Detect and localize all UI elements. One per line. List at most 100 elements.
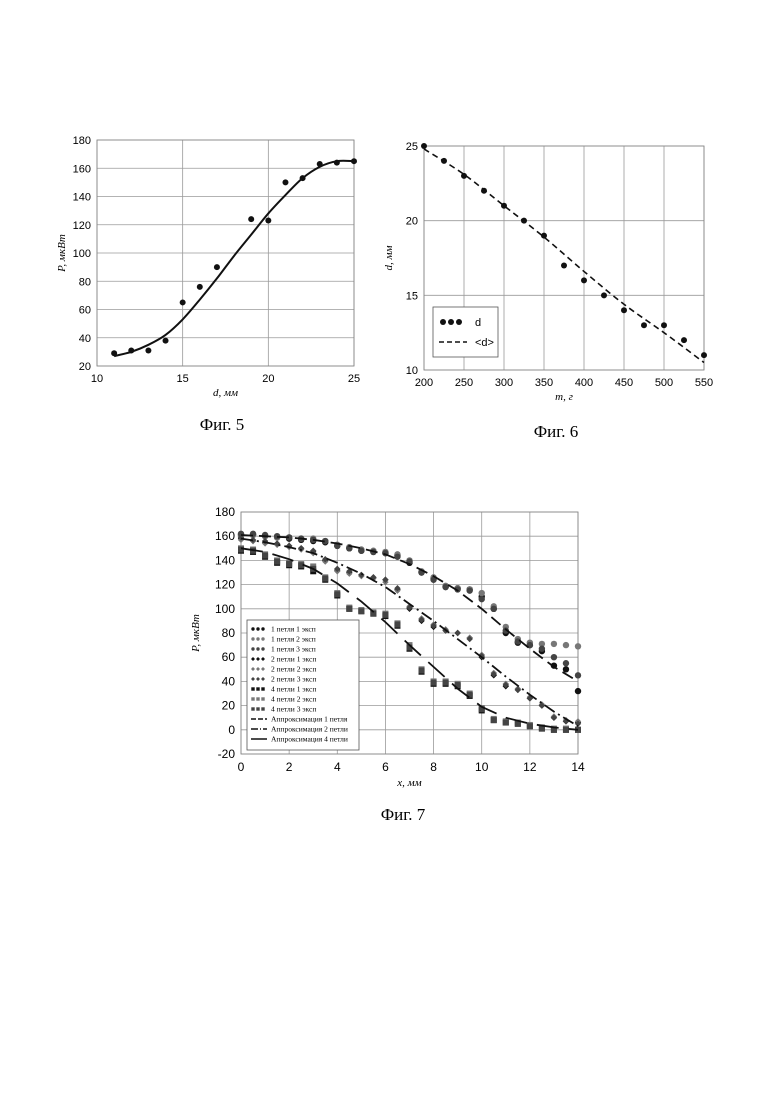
chart-fig7: 02468101214-20020406080100120140160180x,… <box>190 505 585 824</box>
data-point <box>382 612 388 618</box>
x-tick-label: 12 <box>523 760 537 774</box>
data-point <box>551 641 557 647</box>
y-tick-label: 20 <box>79 361 91 373</box>
x-tick-label: 25 <box>348 373 360 385</box>
x-tick-label: 350 <box>535 377 553 389</box>
legend-marker <box>256 687 259 690</box>
y-tick-label: 60 <box>79 305 91 317</box>
x-axis-label: d, мм <box>213 387 238 399</box>
x-tick-label: 8 <box>430 760 437 774</box>
y-tick-label: 80 <box>222 626 236 640</box>
x-tick-label: 0 <box>238 760 245 774</box>
legend-marker <box>261 647 264 650</box>
data-point <box>575 643 581 649</box>
y-tick-label: 100 <box>73 248 91 260</box>
legend-marker <box>251 697 254 700</box>
x-tick-label: 250 <box>455 377 473 389</box>
data-point <box>286 561 292 567</box>
data-point <box>563 642 569 648</box>
legend-marker <box>256 627 259 630</box>
legend-marker <box>256 707 259 710</box>
x-tick-label: 10 <box>475 760 489 774</box>
data-point <box>358 608 364 614</box>
x-tick-label: 14 <box>571 760 585 774</box>
data-point <box>262 553 268 559</box>
legend-marker <box>261 707 264 710</box>
legend-marker <box>440 319 446 325</box>
y-tick-label: 25 <box>406 141 418 153</box>
data-point <box>443 680 449 686</box>
data-point <box>661 322 667 328</box>
legend-label: 1 петля 3 эксп <box>271 645 316 654</box>
y-tick-label: 160 <box>73 163 91 175</box>
legend-marker <box>261 627 264 630</box>
data-point <box>491 606 497 612</box>
legend-marker <box>456 319 462 325</box>
data-point <box>515 687 521 693</box>
x-tick-label: 4 <box>334 760 341 774</box>
legend-marker <box>256 647 259 650</box>
data-point <box>681 337 687 343</box>
y-tick-label: 140 <box>73 192 91 204</box>
x-tick-label: 300 <box>495 377 513 389</box>
x-axis-label: m, г <box>555 391 573 403</box>
legend-label: 4 петли 2 эксп <box>271 695 316 704</box>
data-point <box>466 636 472 642</box>
legend-label: <d> <box>475 337 494 349</box>
legend-marker <box>251 627 254 630</box>
chart-fig6: 20025030035040045050055010152025m, гd, м… <box>383 141 713 441</box>
x-tick-label: 6 <box>382 760 389 774</box>
data-point <box>539 646 545 652</box>
x-tick-label: 400 <box>575 377 593 389</box>
data-point <box>563 660 569 666</box>
legend-label: 2 петли 2 эксп <box>271 665 316 674</box>
legend-marker <box>256 637 259 640</box>
data-point <box>551 654 557 660</box>
legend-marker <box>251 687 254 690</box>
legend-label: 2 петли 3 эксп <box>271 675 316 684</box>
legend-label: Аппроксимация 4 петли <box>271 735 348 744</box>
data-point <box>539 702 545 708</box>
y-tick-label: 60 <box>222 650 236 664</box>
x-tick-label: 200 <box>415 377 433 389</box>
data-point <box>575 672 581 678</box>
series-line <box>114 161 354 356</box>
data-point <box>541 233 547 239</box>
data-point <box>145 347 151 353</box>
data-point <box>163 338 169 344</box>
data-point <box>601 292 607 298</box>
legend-marker <box>261 697 264 700</box>
data-point <box>419 668 425 674</box>
y-tick-label: 40 <box>79 333 91 345</box>
data-point <box>621 307 627 313</box>
legend-marker <box>251 647 254 650</box>
data-point <box>551 715 557 721</box>
data-point <box>581 277 587 283</box>
y-tick-label: 120 <box>73 220 91 232</box>
y-tick-label: 180 <box>73 135 91 147</box>
legend-marker <box>261 687 264 690</box>
y-tick-label: 100 <box>215 602 235 616</box>
y-tick-label: 15 <box>406 290 418 302</box>
y-tick-label: 20 <box>222 699 236 713</box>
y-tick-label: 0 <box>228 723 235 737</box>
data-point <box>346 606 352 612</box>
legend-label: 4 петли 3 эксп <box>271 705 316 714</box>
data-point <box>527 723 533 729</box>
legend-label: 1 петля 2 эксп <box>271 635 316 644</box>
data-point <box>282 179 288 185</box>
data-point <box>180 299 186 305</box>
data-point <box>421 143 427 149</box>
y-axis-label: d, мм <box>383 245 395 270</box>
data-point <box>563 727 569 733</box>
figure-caption: Фиг. 7 <box>381 805 426 824</box>
legend-label: 2 петли 1 эксп <box>271 655 316 664</box>
data-point <box>248 216 254 222</box>
y-axis-label: P, мкВт <box>56 234 68 273</box>
data-point <box>491 671 497 677</box>
y-axis-label: P, мкВт <box>190 614 202 653</box>
legend-label: 1 петля 1 эксп <box>271 625 316 634</box>
data-point <box>454 630 460 636</box>
data-point <box>394 622 400 628</box>
